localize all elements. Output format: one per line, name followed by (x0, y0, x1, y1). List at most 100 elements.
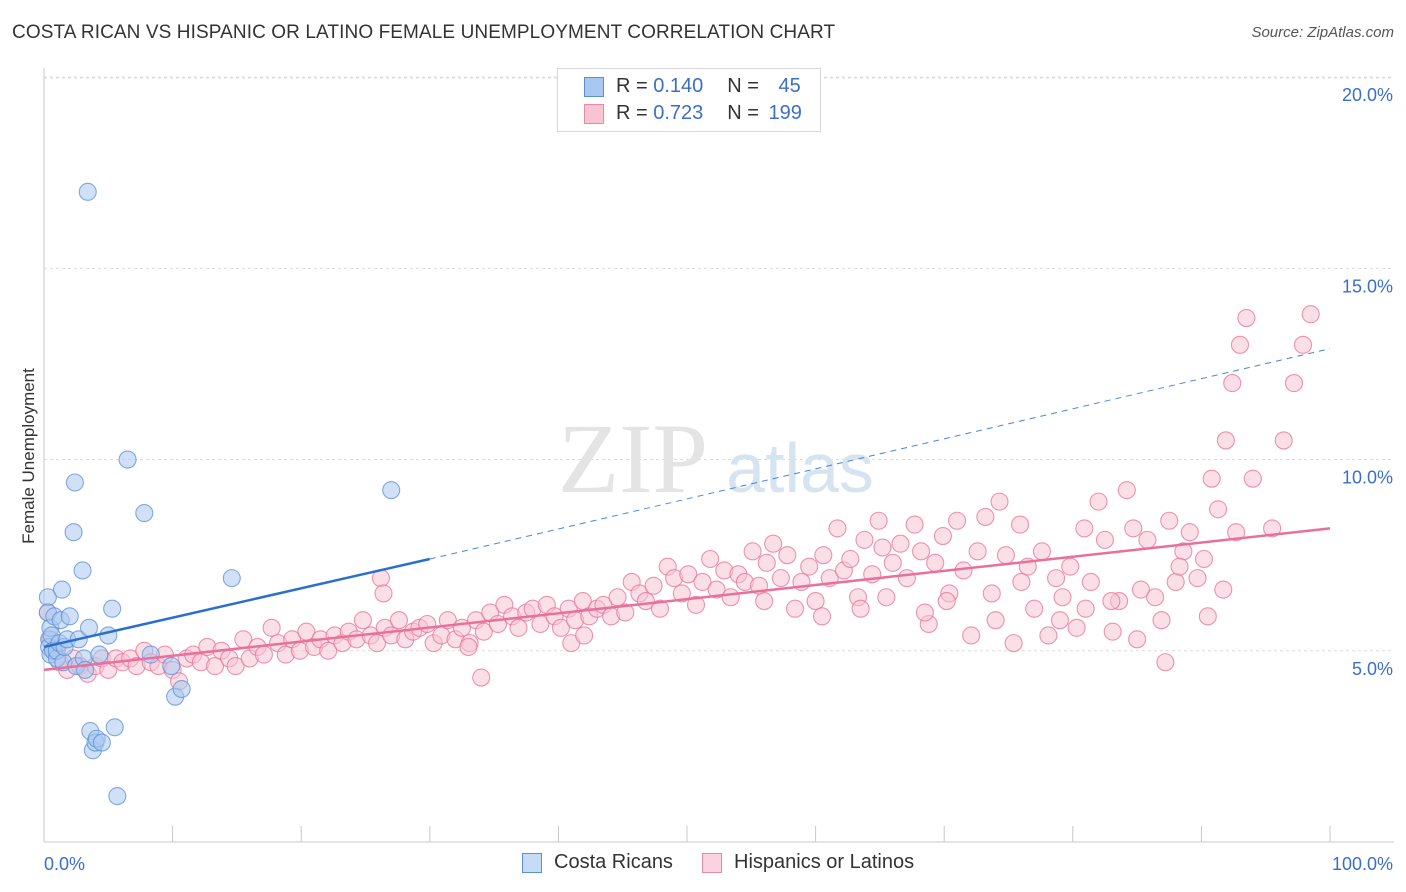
legend-n-value: 199 (768, 102, 802, 124)
hispanic-point (1011, 515, 1030, 534)
legend-swatch-blue (584, 76, 604, 97)
hispanic-point (915, 603, 934, 622)
hispanic-point (982, 584, 1001, 603)
hispanic-point (1301, 305, 1320, 324)
y-tick-label: 10.0% (1342, 468, 1393, 488)
chart-title: COSTA RICAN VS HISPANIC OR LATINO FEMALE… (12, 22, 836, 43)
costa-rican-point (382, 481, 401, 500)
hispanic-point (814, 546, 833, 565)
tick-labels: 5.0% 10.0% 15.0% 20.0% 0.0% 100.0% (44, 85, 1393, 874)
legend-n-label: N = (727, 75, 765, 97)
legend-n-label: N = (727, 102, 765, 124)
legend: R = 0.140 N = 45 R = 0.723 N = 199 (557, 68, 821, 132)
costa-rican-point (99, 626, 118, 645)
hispanic-point (509, 618, 528, 637)
hispanic-point (701, 549, 720, 569)
costa-rican-point (141, 645, 160, 664)
hispanic-point (1166, 572, 1185, 591)
hispanic-point (897, 569, 916, 588)
hispanic-point (459, 637, 478, 657)
hispanic-point (353, 611, 372, 630)
hispanic-point (905, 515, 924, 534)
hispanic-point (1146, 588, 1165, 607)
hispanic-point (764, 534, 783, 553)
costa-rican-point (222, 569, 241, 588)
costa-rican-point (52, 580, 72, 599)
hispanic-point (1160, 511, 1179, 530)
hispanic-point (778, 546, 797, 565)
costa-rican-point (118, 450, 137, 469)
hispanic-point (575, 626, 594, 645)
hispanic-point (1227, 523, 1246, 542)
hispanic-point (755, 592, 774, 611)
hispanic-point (1243, 469, 1262, 488)
hispanic-point (1053, 588, 1072, 607)
costa-rican-point (162, 657, 181, 676)
series-costa-ricans-points (38, 182, 401, 806)
legend-row-costa-ricans: R = 0.140 N = 45 (558, 73, 801, 100)
legend-swatch-pink (584, 103, 604, 124)
hispanic-point (891, 534, 910, 553)
hispanic-point (1039, 626, 1058, 645)
hispanic-point (1061, 557, 1080, 576)
legend-r-value: 0.140 (653, 75, 704, 97)
hispanic-point (1180, 523, 1199, 542)
costa-rican-point (65, 473, 84, 492)
hispanic-point (205, 657, 225, 676)
hispanic-point (1188, 569, 1207, 588)
hispanic-point (1214, 580, 1233, 599)
hispanic-point (418, 614, 437, 634)
costa-rican-point (92, 733, 111, 752)
costa-rican-point (60, 607, 79, 626)
hispanic-point (1216, 431, 1235, 450)
y-tick-label: 15.0% (1342, 276, 1393, 296)
hispanic-point (1089, 492, 1108, 511)
hispanic-point (1274, 431, 1293, 450)
hispanic-point (877, 588, 896, 607)
bottom-legend-label: Costa Ricans (554, 851, 673, 873)
hispanic-point (743, 542, 762, 561)
hispanic-point (1102, 592, 1121, 611)
hispanic-point (1103, 622, 1122, 641)
hispanic-point (1198, 607, 1217, 626)
source-label: Source: ZipAtlas.com (1251, 24, 1394, 41)
hispanic-point (1032, 542, 1051, 561)
hispanic-point (996, 546, 1015, 565)
hispanic-point (912, 542, 931, 561)
hispanic-point (1067, 618, 1086, 637)
hispanic-point (650, 599, 670, 618)
hispanic-point (937, 592, 956, 611)
hispanic-point (883, 553, 902, 572)
hispanic-point (226, 657, 245, 676)
hispanics-trend-line (43, 527, 1331, 672)
hispanic-point (968, 542, 987, 561)
hispanic-point (1138, 530, 1157, 549)
hispanic-point (1194, 549, 1214, 569)
hispanic-point (374, 584, 393, 603)
x-tick-label: 0.0% (44, 854, 85, 874)
hispanic-point (990, 492, 1009, 511)
hispanic-point (976, 507, 995, 526)
hispanic-point (551, 618, 571, 637)
hispanic-point (785, 599, 805, 618)
legend-row-hispanics: R = 0.723 N = 199 (558, 100, 802, 127)
hispanic-point (1263, 519, 1282, 538)
hispanic-point (926, 553, 945, 572)
hispanic-point (1209, 500, 1228, 519)
hispanic-point (1293, 335, 1313, 354)
hispanic-point (1076, 599, 1095, 618)
hispanic-point (812, 607, 832, 626)
costa-rican-point (79, 618, 99, 637)
watermark-atlas: atlas (726, 429, 874, 507)
bottom-legend: Costa Ricans Hispanics or Latinos (0, 851, 1406, 879)
costa-ricans-trend-extension (429, 348, 1331, 560)
costa-rican-point (172, 679, 191, 699)
costa-rican-point (73, 561, 92, 580)
bottom-legend-hispanics: Hispanics or Latinos (702, 851, 914, 874)
bottom-legend-swatch-blue (522, 852, 542, 873)
hispanic-point (1156, 653, 1175, 672)
hispanic-point (1047, 569, 1066, 588)
hispanic-point (771, 569, 790, 588)
bottom-legend-swatch-pink (702, 852, 722, 873)
